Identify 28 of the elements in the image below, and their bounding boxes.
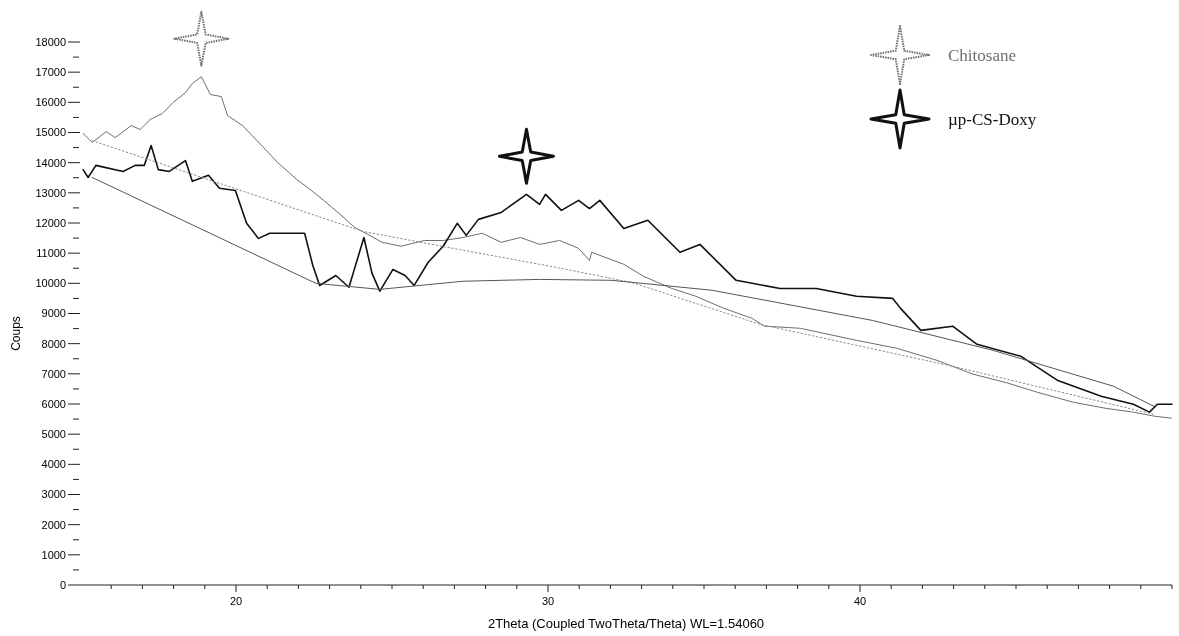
y-tick-label: 6000 <box>41 397 66 410</box>
y-tick-label: 5000 <box>41 428 66 441</box>
y-tick-label: 9000 <box>41 307 66 320</box>
x-tick-label: 40 <box>853 595 867 607</box>
x-axis-title: 2Theta (Coupled TwoTheta/Theta) WL=1.54060 <box>487 616 765 631</box>
y-tick-label: 2000 <box>41 518 66 531</box>
y-tick-label: 0 <box>59 578 66 591</box>
y-axis-title: Coups <box>9 316 23 351</box>
x-tick-label: 30 <box>541 595 555 607</box>
line-series <box>91 176 1155 407</box>
y-tick-label: 15000 <box>35 126 66 139</box>
y-tick-label: 11000 <box>36 247 66 260</box>
text: Chitosane <box>948 45 1016 65</box>
x-tick-label: 20 <box>229 595 243 607</box>
y-tick-label: 10000 <box>35 277 66 290</box>
y-tick-label: 1000 <box>41 548 66 561</box>
line-series <box>82 76 1172 419</box>
y-tick-label: 16000 <box>35 96 66 109</box>
y-tick-label: 14000 <box>35 156 66 169</box>
y-tick-label: 7000 <box>41 367 66 380</box>
y-tick-label: 18000 <box>35 35 66 48</box>
y-tick-label: 13000 <box>35 186 66 199</box>
y-tick-label: 4000 <box>41 458 66 471</box>
text: µp-CS-Doxy <box>948 109 1037 129</box>
y-tick-label: 8000 <box>41 337 66 350</box>
y-tick-label: 3000 <box>41 488 66 501</box>
y-tick-label: 12000 <box>35 216 66 229</box>
y-tick-label: 17000 <box>35 66 66 79</box>
